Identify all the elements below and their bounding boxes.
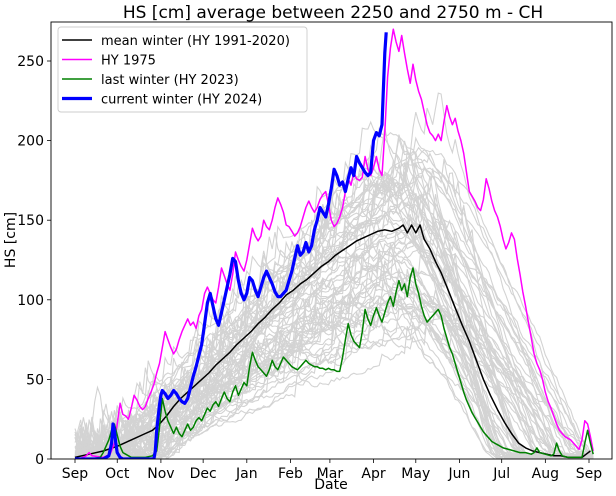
x-tick-label: Aug [532,466,559,482]
legend-label: last winter (HY 2023) [101,73,239,88]
x-tick-label: Sep [576,466,603,482]
past-winter-line [74,151,594,459]
past-winters-lines [74,92,594,459]
past-winter-line [74,242,594,459]
past-winter-line [74,153,594,459]
y-tick-label: 200 [17,134,44,150]
y-tick-label: 100 [17,293,44,309]
y-axis-title: HS [cm] [3,212,19,268]
past-winter-line [74,298,594,459]
past-winter-line [74,248,594,459]
past-winter-line [75,217,594,459]
highlighted-series [74,28,594,459]
legend-box [57,26,308,113]
y-tick-label: 150 [17,213,44,229]
past-winter-line [74,242,594,459]
y-tick-label: 0 [35,452,44,468]
x-tick-label: May [401,466,430,482]
past-winter-line [74,270,594,459]
x-tick-label: Nov [147,466,174,482]
x-tick-label: Sep [62,466,89,482]
past-winter-line [74,239,594,459]
legend-label: mean winter (HY 1991-2020) [101,34,290,49]
x-tick-label: Apr [361,466,385,482]
past-winter-line [74,241,594,459]
x-tick-label: Feb [278,466,303,482]
legend: mean winter (HY 1991-2020) HY 1975 last wi… [57,26,308,113]
y-tick-label: 250 [17,54,44,70]
x-tick-label: Jan [235,466,258,482]
x-axis: Sep Oct Nov Dec Jan Feb Mar Apr May Jun Jul Aug Sep [62,459,603,482]
past-winter-line [75,215,594,459]
legend-label: HY 1975 [101,54,156,69]
chart-title: HS [cm] average between 2250 and 2750 m … [123,3,543,23]
y-tick-label: 50 [26,372,44,388]
past-winter-line [74,120,594,459]
past-winter-line [74,92,594,459]
last-winter-line [75,267,594,459]
x-tick-label: Oct [105,466,130,482]
plot-frame [50,21,613,460]
x-tick-label: Dec [190,466,217,482]
x-tick-label: Mar [317,466,344,482]
x-tick-label: Jun [448,466,471,482]
y-axis: 0 50 100 150 200 250 [17,54,51,468]
x-axis-title: Date [314,477,347,493]
current-winter-line [75,32,388,459]
x-tick-label: Jul [492,466,510,482]
legend-label: current winter (HY 2024) [101,93,262,108]
mean-winter-line [74,224,591,459]
